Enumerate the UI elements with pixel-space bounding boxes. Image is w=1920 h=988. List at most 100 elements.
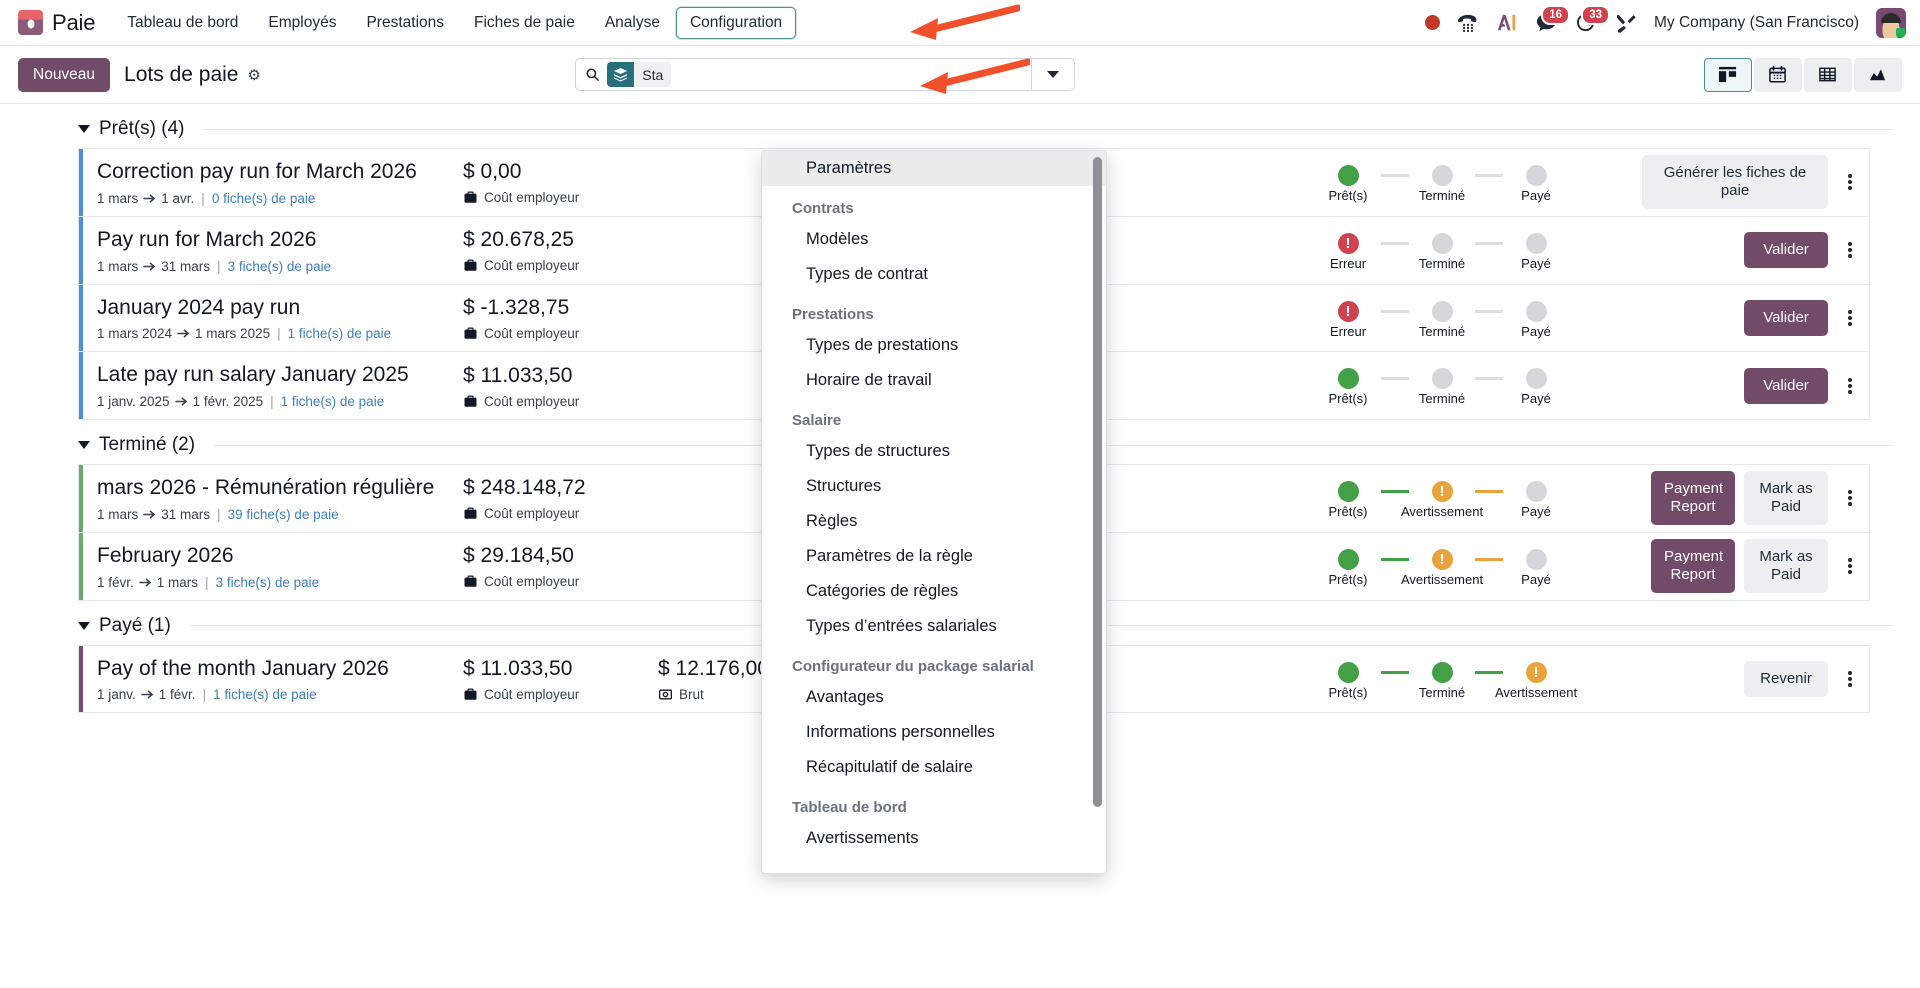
activities-icon[interactable]: 33: [1575, 5, 1610, 33]
stage-step[interactable]: Erreur: [1315, 300, 1381, 340]
graph-view-button[interactable]: [1853, 57, 1902, 92]
stage-label: Payé: [1521, 504, 1551, 520]
stage-step[interactable]: Payé: [1503, 548, 1569, 588]
calendar-view-button[interactable]: [1753, 57, 1802, 92]
row-action-button[interactable]: Valider: [1744, 367, 1828, 404]
stage-step[interactable]: Terminé: [1409, 300, 1475, 340]
new-button[interactable]: Nouveau: [18, 57, 111, 92]
stage-step[interactable]: Payé: [1503, 481, 1569, 520]
phone-icon[interactable]: [1457, 13, 1479, 33]
row-subtitle: 1 mars 31 mars | 39 fiche(s) de paie: [97, 507, 463, 522]
stage-step[interactable]: Avertissement: [1401, 481, 1483, 520]
row-action-button[interactable]: Revenir: [1744, 660, 1828, 697]
menu-item-employ-s[interactable]: Employés: [268, 13, 337, 31]
payslips-link[interactable]: 3 fiche(s) de paie: [215, 574, 320, 590]
subtitle-separator: |: [217, 506, 221, 522]
list-view-button[interactable]: [1803, 57, 1852, 92]
messages-icon[interactable]: 16: [1535, 5, 1570, 33]
payslips-link[interactable]: 1 fiche(s) de paie: [213, 687, 317, 703]
app-brand[interactable]: Paie: [18, 10, 95, 36]
record-dot-icon[interactable]: [1424, 15, 1440, 30]
row-menu-kebab-icon[interactable]: [1837, 556, 1863, 576]
payslips-link[interactable]: 3 fiche(s) de paie: [227, 258, 332, 274]
stage-step[interactable]: Payé: [1503, 232, 1569, 272]
stage-step[interactable]: Payé: [1503, 165, 1569, 204]
search-input[interactable]: Sta: [575, 58, 1076, 91]
menu-item-configuration[interactable]: Configuration: [675, 6, 797, 39]
dropdown-section-contrats: Contrats: [792, 200, 854, 217]
dropdown-item-horaire-de-travail[interactable]: Horaire de travail: [806, 371, 932, 389]
dropdown-item-avantages[interactable]: Avantages: [806, 688, 884, 706]
dropdown-item-mod-les[interactable]: Modèles: [806, 230, 869, 248]
dropdown-item-informations-personnelles[interactable]: Informations personnelles: [806, 723, 995, 741]
stage-label: Payé: [1521, 391, 1551, 407]
dropdown-item-param-tres-de-la-r-gle[interactable]: Paramètres de la règle: [806, 547, 973, 565]
date-from: 1 mars: [97, 190, 139, 206]
row-menu-kebab-icon[interactable]: [1837, 669, 1863, 689]
row-menu-kebab-icon[interactable]: [1837, 376, 1863, 396]
stage-step[interactable]: Avertissement: [1495, 661, 1577, 701]
row-stages: Prêt(s) Avertissement Payé: [1315, 533, 1569, 600]
dropdown-scrollbar-thumb[interactable]: [1093, 157, 1102, 807]
menu-item-analyse[interactable]: Analyse: [604, 13, 660, 31]
row-action-button[interactable]: Générer les fiches de paie: [1642, 155, 1828, 210]
stage-step[interactable]: Prêt(s): [1315, 661, 1381, 701]
group-header[interactable]: Prêt(s) (4): [0, 104, 1920, 148]
payslips-link[interactable]: 0 fiche(s) de paie: [211, 190, 316, 206]
company-switcher[interactable]: My Company (San Francisco): [1653, 13, 1859, 31]
stage-step[interactable]: Avertissement: [1401, 548, 1483, 588]
ai-icon[interactable]: [1496, 13, 1518, 33]
dropdown-item-types-de-structures[interactable]: Types de structures: [806, 442, 950, 460]
row-action-button[interactable]: Valider: [1744, 299, 1828, 336]
stage-step[interactable]: Terminé: [1409, 232, 1475, 272]
stage-step[interactable]: Prêt(s): [1315, 165, 1381, 204]
row-action-button[interactable]: Valider: [1744, 232, 1828, 269]
row-action-button[interactable]: Mark as Paid: [1744, 539, 1828, 594]
payslips-link[interactable]: 1 fiche(s) de paie: [280, 394, 385, 410]
menu-item-fiches-de-paie[interactable]: Fiches de paie: [474, 13, 575, 31]
menu-item-tableau-de-bord[interactable]: Tableau de bord: [127, 13, 239, 31]
row-action-button[interactable]: Payment Report: [1651, 471, 1735, 526]
search-dropdown-toggle[interactable]: [1031, 59, 1075, 90]
tools-icon[interactable]: [1615, 13, 1637, 33]
stage-step[interactable]: Terminé: [1409, 165, 1475, 204]
row-stages: Prêt(s) Terminé Avertissement: [1315, 646, 1577, 713]
dropdown-item-structures[interactable]: Structures: [806, 477, 882, 495]
stage-step[interactable]: Prêt(s): [1315, 548, 1381, 588]
search-facet[interactable]: Sta: [607, 62, 672, 87]
stage-step[interactable]: Erreur: [1315, 232, 1381, 272]
dropdown-item-types-d-entr-es-salariales[interactable]: Types d’entrées salariales: [806, 617, 997, 635]
layers-icon: [607, 62, 635, 87]
dropdown-item-r-capitulatif-de-salaire[interactable]: Récapitulatif de salaire: [806, 758, 973, 776]
stage-step[interactable]: Prêt(s): [1315, 481, 1381, 520]
stage-connector: [1475, 557, 1503, 561]
row-menu-kebab-icon[interactable]: [1837, 308, 1863, 328]
row-action-button[interactable]: Mark as Paid: [1744, 471, 1828, 526]
stage-dot-grey-icon: [1525, 232, 1547, 254]
row-menu-kebab-icon[interactable]: [1837, 240, 1863, 260]
dropdown-item-r-gles[interactable]: Règles: [806, 512, 858, 530]
amount-cell: $ 20.678,25 Coût employeur: [463, 217, 658, 284]
stage-step[interactable]: Prêt(s): [1315, 368, 1381, 407]
kanban-view-button[interactable]: [1703, 57, 1752, 92]
row-menu-kebab-icon[interactable]: [1837, 172, 1863, 192]
stage-step[interactable]: Payé: [1503, 368, 1569, 407]
row-menu-kebab-icon[interactable]: [1837, 488, 1863, 508]
menu-item-prestations[interactable]: Prestations: [366, 13, 445, 31]
dropdown-scrollbar[interactable]: [1093, 157, 1102, 869]
dropdown-item-param-tres[interactable]: Paramètres: [762, 151, 1106, 186]
avatar[interactable]: [1876, 7, 1906, 38]
stage-step[interactable]: Terminé: [1409, 661, 1475, 701]
stage-step[interactable]: Payé: [1503, 300, 1569, 340]
control-panel: Nouveau Lots de paie ⚙ Sta: [0, 46, 1920, 104]
gear-icon[interactable]: ⚙: [247, 66, 261, 84]
stage-step[interactable]: Terminé: [1409, 368, 1475, 407]
dropdown-item-types-de-contrat[interactable]: Types de contrat: [806, 265, 928, 283]
dropdown-section-prestations: Prestations: [792, 306, 874, 323]
payslips-link[interactable]: 39 fiche(s) de paie: [227, 506, 339, 522]
payslips-link[interactable]: 1 fiche(s) de paie: [287, 326, 392, 342]
dropdown-item-cat-gories-de-r-gles[interactable]: Catégories de règles: [806, 582, 959, 600]
dropdown-item-avertissements[interactable]: Avertissements: [806, 829, 919, 847]
row-action-button[interactable]: Payment Report: [1651, 539, 1735, 594]
dropdown-item-types-de-prestations[interactable]: Types de prestations: [806, 336, 959, 354]
